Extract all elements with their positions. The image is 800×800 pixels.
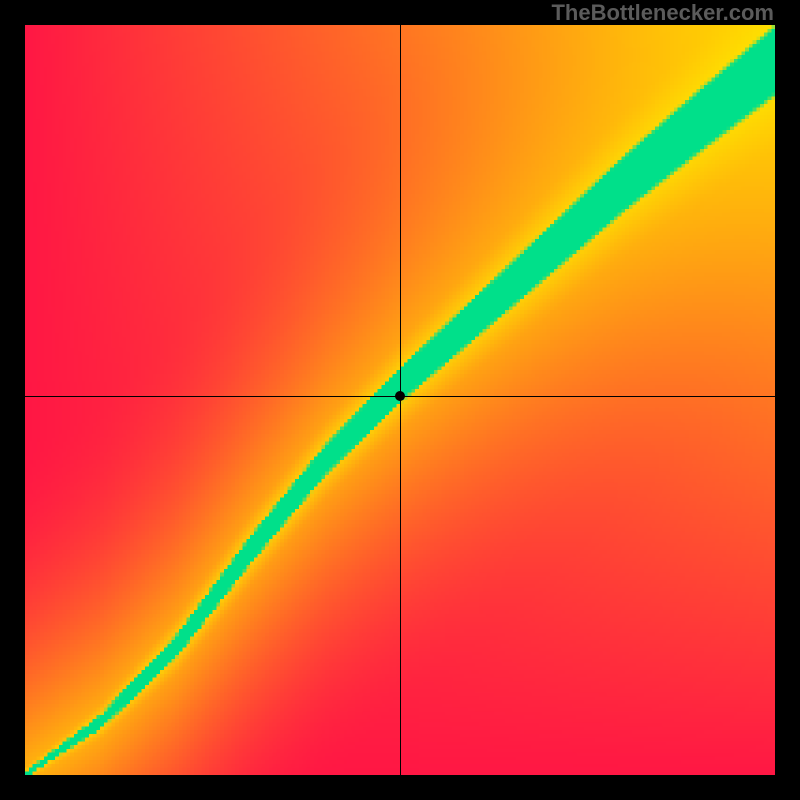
watermark-label: TheBottlenecker.com <box>551 0 774 26</box>
crosshair-marker <box>395 391 405 401</box>
